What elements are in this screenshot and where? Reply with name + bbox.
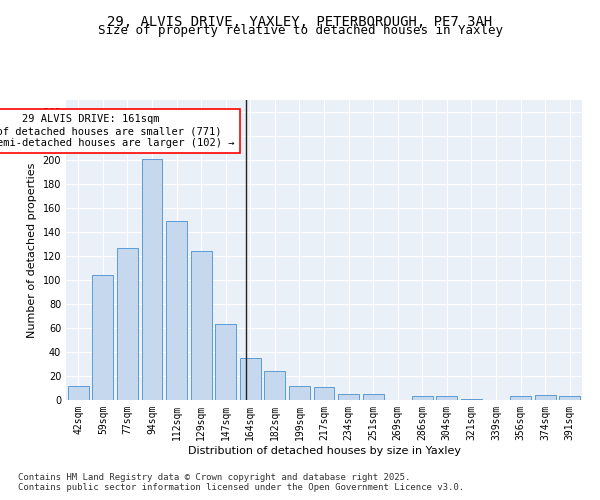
- Bar: [92, 275, 113, 400]
- Text: 29 ALVIS DRIVE: 161sqm
← 88% of detached houses are smaller (771)
12% of semi-de: 29 ALVIS DRIVE: 161sqm ← 88% of detached…: [0, 114, 235, 148]
- Bar: [265, 371, 286, 400]
- Bar: [559, 396, 580, 400]
- Bar: [461, 399, 482, 400]
- Bar: [362, 394, 383, 400]
- Bar: [314, 387, 334, 400]
- Bar: [166, 221, 187, 400]
- Bar: [215, 324, 236, 400]
- Bar: [191, 251, 212, 400]
- Bar: [289, 386, 310, 400]
- Bar: [535, 395, 556, 400]
- Bar: [412, 396, 433, 400]
- X-axis label: Distribution of detached houses by size in Yaxley: Distribution of detached houses by size …: [187, 446, 461, 456]
- Bar: [436, 396, 457, 400]
- Y-axis label: Number of detached properties: Number of detached properties: [27, 162, 37, 338]
- Bar: [510, 396, 531, 400]
- Bar: [240, 358, 261, 400]
- Text: 29, ALVIS DRIVE, YAXLEY, PETERBOROUGH, PE7 3AH: 29, ALVIS DRIVE, YAXLEY, PETERBOROUGH, P…: [107, 15, 493, 29]
- Text: Contains HM Land Registry data © Crown copyright and database right 2025.
Contai: Contains HM Land Registry data © Crown c…: [18, 473, 464, 492]
- Bar: [338, 394, 359, 400]
- Bar: [68, 386, 89, 400]
- Bar: [142, 159, 163, 400]
- Bar: [117, 248, 138, 400]
- Text: Size of property relative to detached houses in Yaxley: Size of property relative to detached ho…: [97, 24, 503, 37]
